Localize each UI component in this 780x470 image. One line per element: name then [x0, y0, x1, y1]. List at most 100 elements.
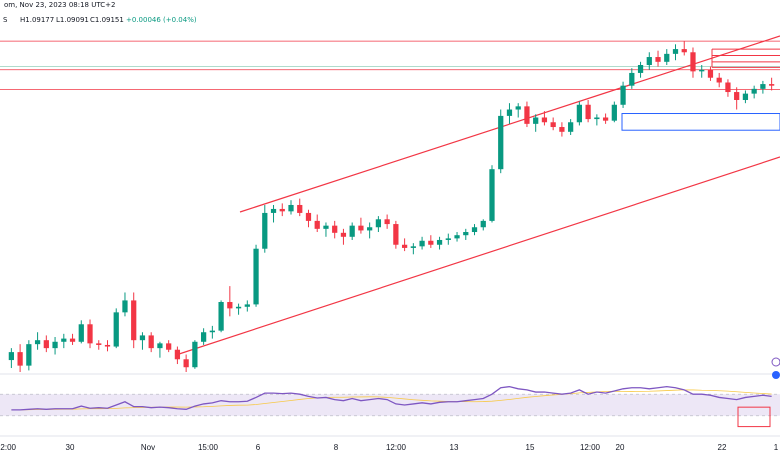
candle	[436, 236, 443, 250]
candle-body	[489, 169, 495, 221]
candle-body	[725, 82, 731, 93]
time-axis: 12:00 30 Nov 15:00 6 8 12:00 13 15 12:00 20 22 1	[0, 435, 780, 452]
candle-body	[314, 220, 320, 229]
candle	[349, 222, 355, 240]
candle-body	[131, 300, 137, 341]
rsi-line	[11, 385, 772, 411]
candle	[183, 354, 189, 372]
candle-body	[672, 49, 679, 54]
candle-body	[568, 122, 574, 132]
candle	[524, 101, 530, 128]
candle-body	[550, 122, 556, 128]
candle-body	[17, 352, 23, 366]
candle	[690, 47, 696, 78]
candle-body	[43, 340, 49, 349]
rsi-ma-line	[11, 389, 772, 411]
candle-body	[61, 338, 67, 342]
candle-body	[602, 117, 609, 121]
candle-body	[122, 300, 128, 313]
candle-body	[699, 69, 705, 72]
candle	[742, 90, 749, 104]
candle	[480, 219, 486, 231]
candle-body	[262, 212, 268, 249]
candle	[61, 333, 67, 349]
candle-body	[585, 104, 591, 120]
candle	[716, 72, 722, 88]
candle-body	[218, 302, 224, 331]
candle	[707, 66, 714, 81]
candle	[43, 335, 49, 353]
candle	[148, 332, 154, 353]
candle-body	[253, 248, 259, 305]
candles-layer	[8, 41, 775, 372]
candle	[629, 68, 635, 89]
candle-body	[620, 85, 626, 105]
candle	[672, 44, 679, 61]
time-tick-label: 12:00	[580, 443, 601, 452]
candle	[734, 87, 740, 110]
support-box	[621, 113, 780, 131]
candle	[384, 214, 390, 229]
time-tick-label: 12:00	[0, 443, 17, 452]
levels-layer	[0, 40, 780, 91]
candle	[428, 235, 434, 248]
candle	[611, 101, 617, 123]
candle-body	[594, 117, 600, 120]
candle	[17, 344, 23, 372]
candle-body	[498, 115, 504, 170]
candle-body	[445, 238, 451, 240]
candle-body	[611, 104, 617, 121]
price-marker-icon[interactable]	[772, 371, 780, 379]
candle	[253, 244, 259, 307]
time-tick-label: 12:00	[386, 443, 407, 452]
candle	[192, 340, 198, 369]
candle-body	[270, 208, 277, 213]
candle-body	[401, 244, 408, 248]
candle	[681, 41, 687, 56]
candle-body	[297, 204, 303, 213]
candle-body	[506, 109, 513, 116]
candle	[305, 209, 312, 228]
candle-body	[428, 240, 434, 245]
indicator-settings-icon[interactable]	[771, 357, 780, 367]
candle-body	[139, 335, 146, 341]
candle-body	[148, 335, 154, 349]
candle-body	[78, 324, 84, 342]
candle-body	[340, 232, 347, 237]
candle	[769, 77, 775, 91]
rsi-highlight-box	[737, 406, 771, 428]
candle-body	[480, 220, 486, 228]
channel-layer	[175, 35, 780, 356]
candle	[699, 64, 705, 78]
time-tick-label: 20	[616, 443, 625, 452]
header: om, Nov 23, 2023 08:18 UTC+2 S H1.09177 …	[3, 1, 197, 24]
candle-body	[419, 240, 425, 247]
candle-body	[34, 340, 41, 345]
candle	[332, 220, 338, 239]
candle	[515, 103, 521, 118]
candle	[506, 103, 513, 124]
candle	[96, 340, 102, 350]
time-tick-label: 15:00	[198, 443, 219, 452]
candle-body	[26, 344, 32, 366]
candle	[471, 224, 478, 236]
candle-body	[664, 53, 670, 62]
candle-body	[192, 341, 198, 368]
candle	[8, 348, 14, 369]
candle	[122, 292, 128, 317]
candle	[594, 114, 600, 126]
candle-body	[235, 306, 242, 309]
price-scale-controls[interactable]	[771, 357, 780, 379]
candle-body	[279, 208, 285, 212]
candle-body	[166, 343, 172, 350]
candle	[646, 52, 652, 70]
header-title: om, Nov 23, 2023 08:18 UTC+2	[4, 1, 115, 9]
candle-body	[305, 212, 312, 221]
candle	[69, 333, 76, 345]
candle	[166, 340, 172, 353]
candle-body	[384, 219, 390, 225]
time-tick-label: 6	[256, 443, 261, 452]
candle	[314, 214, 320, 233]
candle-body	[436, 239, 443, 245]
